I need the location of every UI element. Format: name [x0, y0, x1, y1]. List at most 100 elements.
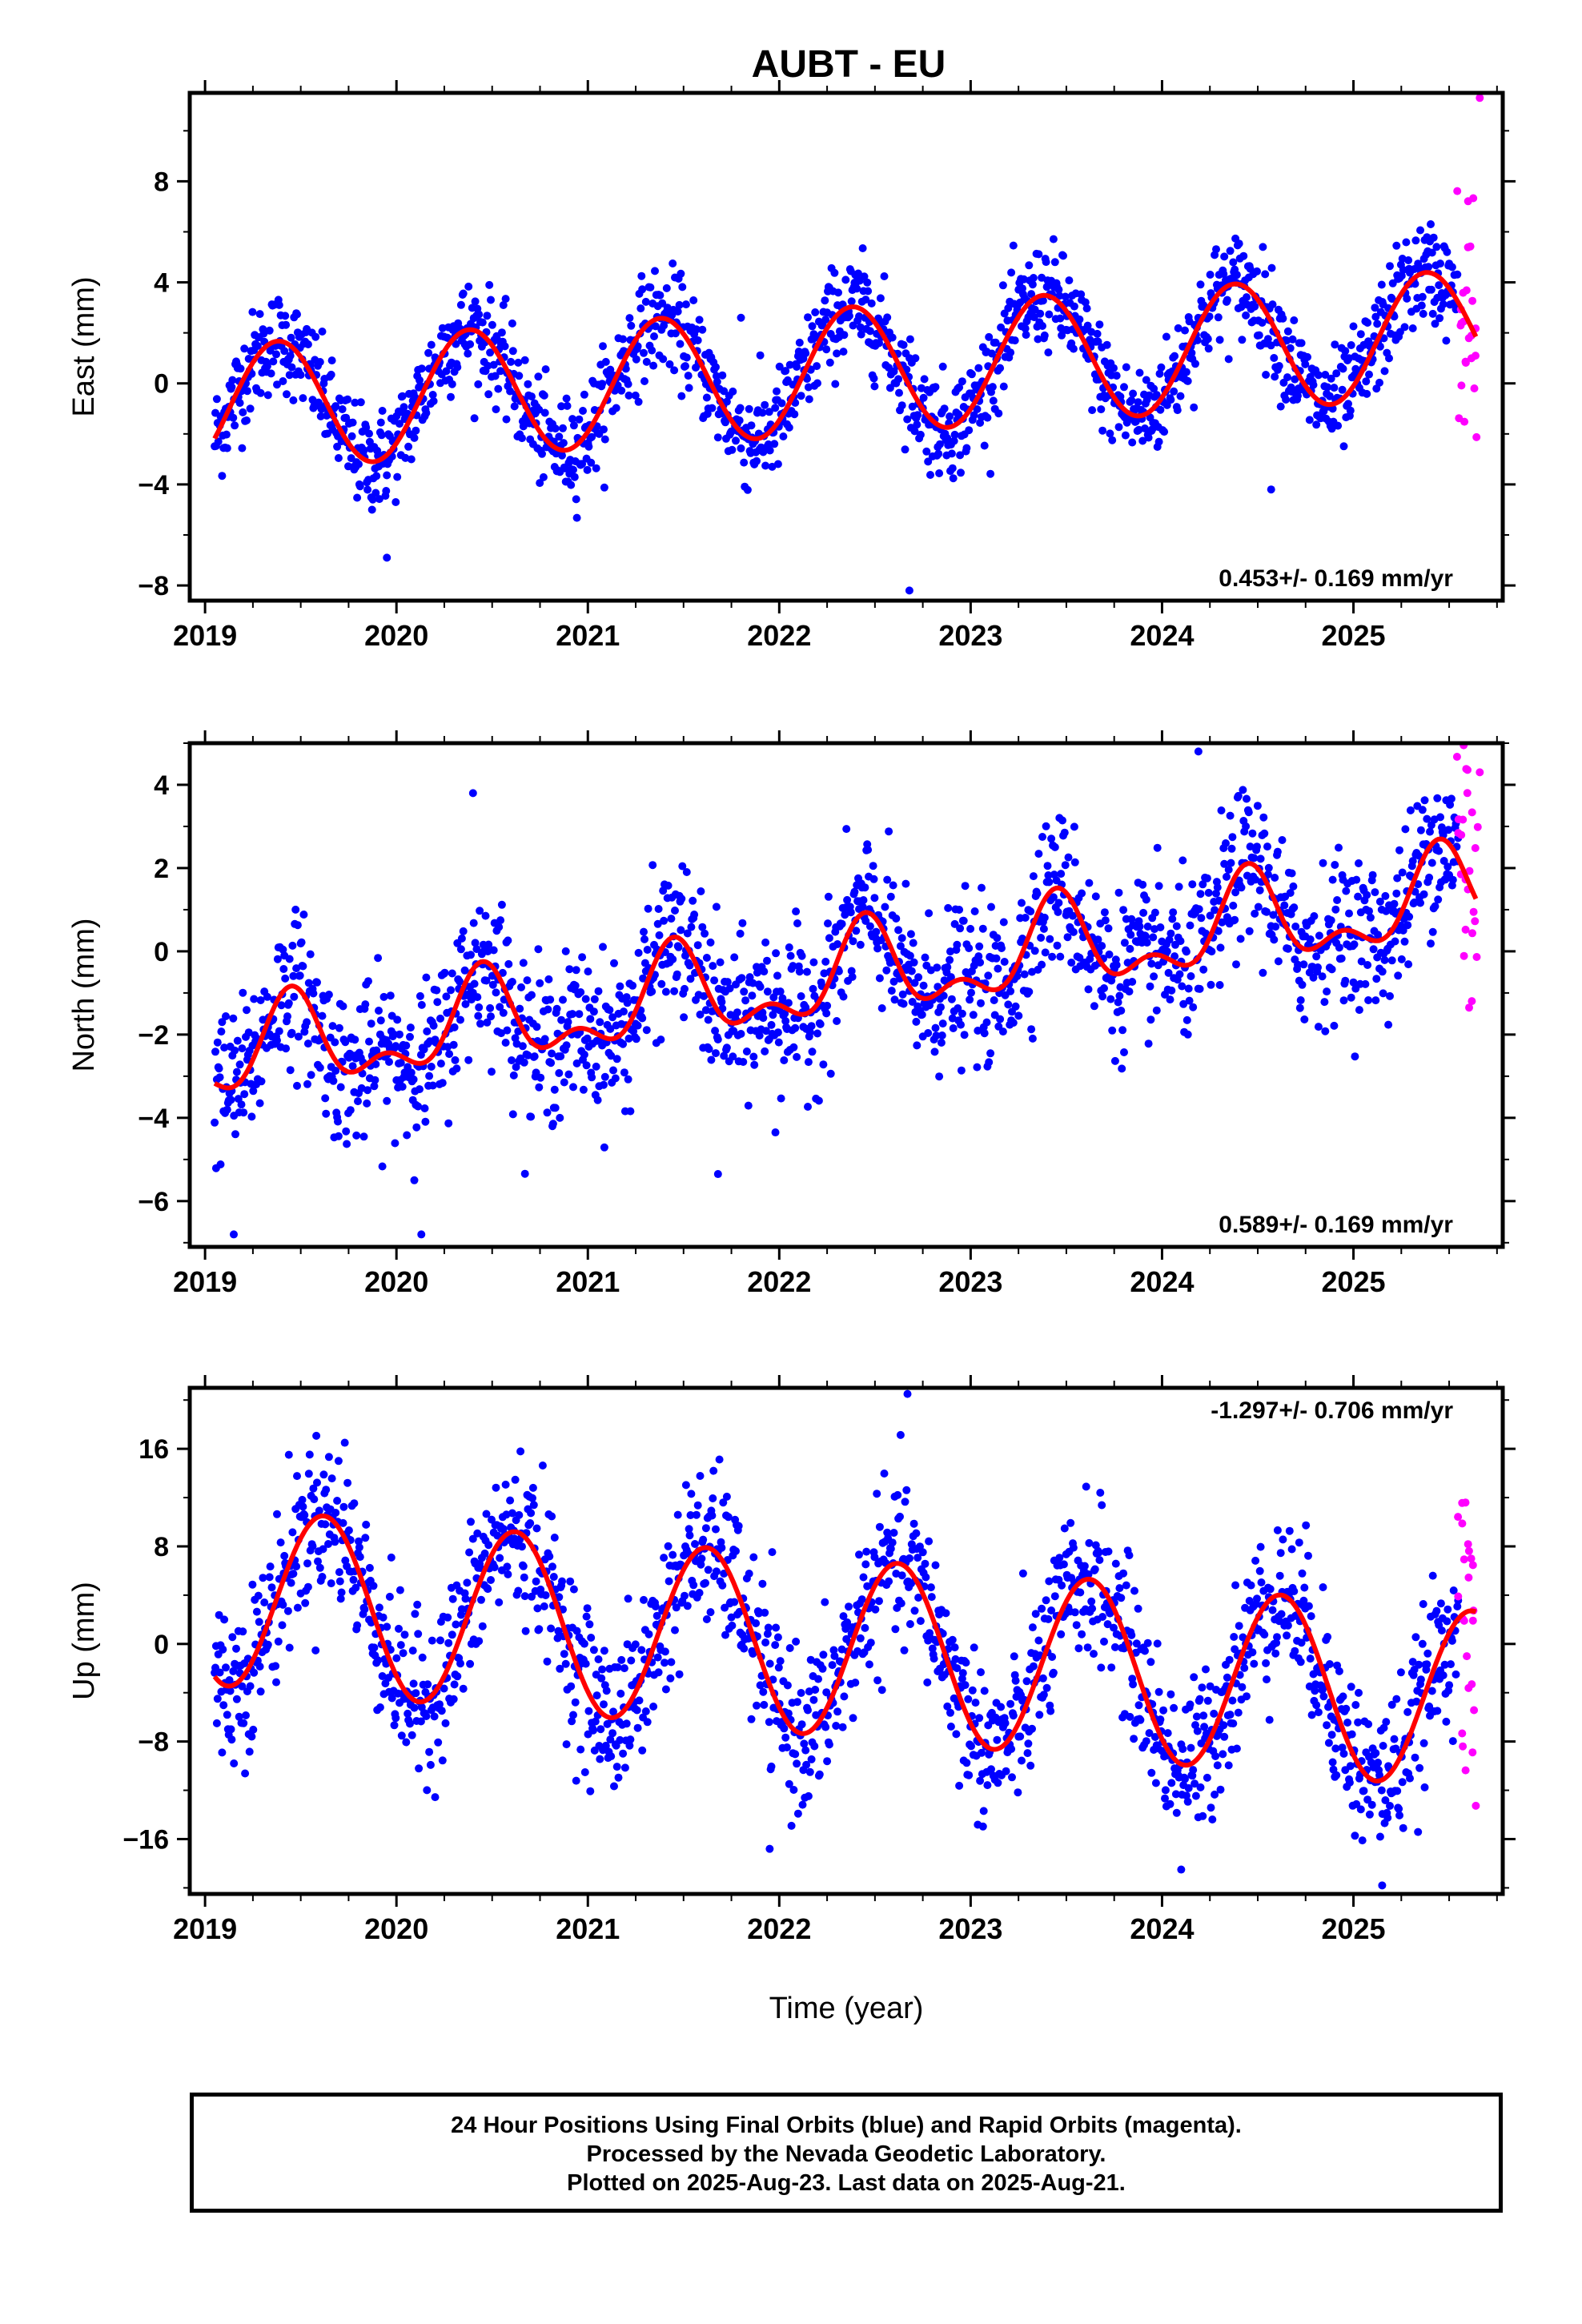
y-tick-label: 0 [154, 369, 169, 400]
final-orbit-point [661, 1685, 670, 1694]
final-orbit-point [957, 1020, 965, 1029]
final-orbit-point [355, 1553, 364, 1562]
final-orbit-point [453, 1672, 462, 1681]
final-orbit-point [1120, 383, 1128, 392]
final-orbit-point [1013, 972, 1022, 980]
final-orbit-point [736, 404, 745, 412]
final-orbit-point [894, 375, 903, 384]
final-orbit-point [231, 1046, 239, 1055]
final-orbit-point [643, 946, 652, 954]
final-orbit-point [753, 968, 761, 977]
final-orbit-point [1261, 270, 1270, 279]
final-orbit-point [980, 1029, 989, 1038]
final-orbit-point [561, 947, 570, 955]
final-orbit-point [570, 472, 579, 481]
final-orbit-point [1154, 437, 1163, 446]
final-orbit-point [235, 399, 244, 408]
final-orbit-point [1157, 363, 1166, 372]
final-orbit-point [1087, 1597, 1096, 1606]
final-orbit-point [789, 962, 797, 971]
final-orbit-point [416, 1085, 424, 1094]
final-orbit-point [254, 1591, 263, 1600]
final-orbit-point [600, 1143, 608, 1152]
final-orbit-point [709, 1494, 717, 1502]
final-orbit-point [738, 919, 747, 927]
final-orbit-point [1232, 271, 1241, 279]
final-orbit-point [1363, 389, 1371, 398]
final-orbit-point [436, 1059, 445, 1068]
final-orbit-point [761, 938, 770, 947]
final-orbit-point [490, 1563, 499, 1572]
final-orbit-point [954, 1004, 962, 1012]
rapid-orbit-point [1465, 1003, 1473, 1012]
final-orbit-point [1319, 858, 1327, 867]
final-orbit-point [671, 329, 680, 338]
final-orbit-point [414, 1630, 423, 1638]
final-orbit-point [966, 995, 974, 1004]
final-orbit-point [1251, 302, 1259, 311]
final-orbit-point [819, 1060, 828, 1069]
final-orbit-point [704, 1015, 713, 1024]
final-orbit-point [1020, 970, 1029, 979]
final-orbit-point [556, 1664, 564, 1673]
final-orbit-point [606, 365, 615, 374]
final-orbit-point [569, 465, 577, 474]
final-orbit-point [689, 1581, 698, 1590]
final-orbit-point [1337, 954, 1346, 963]
final-orbit-point [572, 966, 580, 975]
final-orbit-point [749, 1052, 758, 1061]
final-orbit-point [387, 1553, 396, 1562]
final-orbit-point [331, 1538, 339, 1546]
rapid-orbit-point [1457, 830, 1466, 839]
final-orbit-point [1377, 280, 1386, 289]
final-orbit-point [600, 425, 608, 434]
final-orbit-point [606, 1024, 615, 1033]
final-orbit-point [797, 992, 805, 1000]
final-orbit-point [559, 439, 568, 448]
final-orbit-point [830, 268, 839, 277]
final-orbit-point [986, 469, 995, 478]
final-orbit-point [776, 987, 785, 996]
final-orbit-point [1025, 261, 1034, 270]
final-orbit-point [1187, 348, 1196, 357]
final-orbit-point [646, 283, 655, 292]
final-orbit-point [1064, 853, 1073, 862]
outlier-point [1476, 94, 1484, 103]
final-orbit-point [580, 1768, 589, 1776]
final-orbit-point [303, 1018, 311, 1027]
final-orbit-point [282, 320, 291, 329]
final-orbit-point [433, 998, 442, 1007]
final-orbit-point [861, 883, 869, 892]
final-orbit-point [723, 978, 732, 987]
final-orbit-point [1347, 993, 1355, 1002]
final-orbit-point [1132, 1639, 1141, 1648]
final-orbit-point [996, 1015, 1005, 1023]
final-orbit-point [1227, 844, 1236, 853]
final-orbit-point [870, 1553, 879, 1562]
final-orbit-point [1298, 980, 1307, 989]
final-orbit-point [584, 1707, 593, 1715]
final-orbit-point [1095, 1556, 1104, 1564]
final-orbit-point [1228, 833, 1237, 842]
final-orbit-point [1043, 862, 1052, 870]
final-orbit-point [1290, 903, 1299, 912]
final-orbit-point [838, 1723, 847, 1731]
final-orbit-point [293, 1603, 302, 1612]
final-orbit-point [693, 336, 702, 344]
final-orbit-point [1007, 268, 1016, 277]
final-orbit-point [794, 348, 803, 356]
final-orbit-point [665, 1577, 673, 1586]
final-orbit-point [1149, 933, 1158, 942]
final-orbit-point [1022, 331, 1030, 340]
final-orbit-point [765, 446, 774, 455]
final-orbit-point [965, 426, 974, 435]
rapid-orbit-point [1457, 381, 1466, 390]
final-orbit-point [498, 968, 507, 977]
final-orbit-point [1339, 442, 1348, 451]
final-orbit-point [616, 982, 624, 991]
final-orbit-point [989, 396, 998, 405]
final-orbit-point [1296, 996, 1305, 1004]
final-orbit-point [939, 991, 948, 1000]
final-orbit-point [1306, 935, 1315, 943]
final-orbit-point [331, 1509, 340, 1517]
